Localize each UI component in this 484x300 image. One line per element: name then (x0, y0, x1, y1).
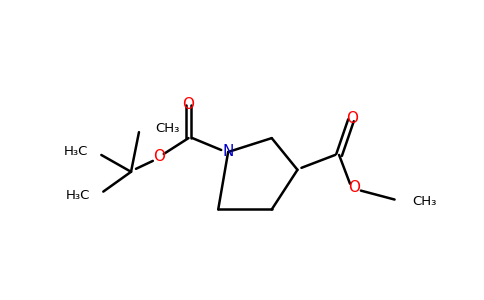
Text: H₃C: H₃C (66, 189, 91, 202)
Text: H₃C: H₃C (64, 146, 89, 158)
Text: CH₃: CH₃ (155, 122, 179, 135)
Text: N: N (223, 145, 234, 160)
Text: O: O (348, 180, 360, 195)
Text: O: O (346, 111, 358, 126)
Text: O: O (182, 97, 195, 112)
Text: CH₃: CH₃ (412, 195, 437, 208)
Text: O: O (153, 149, 165, 164)
